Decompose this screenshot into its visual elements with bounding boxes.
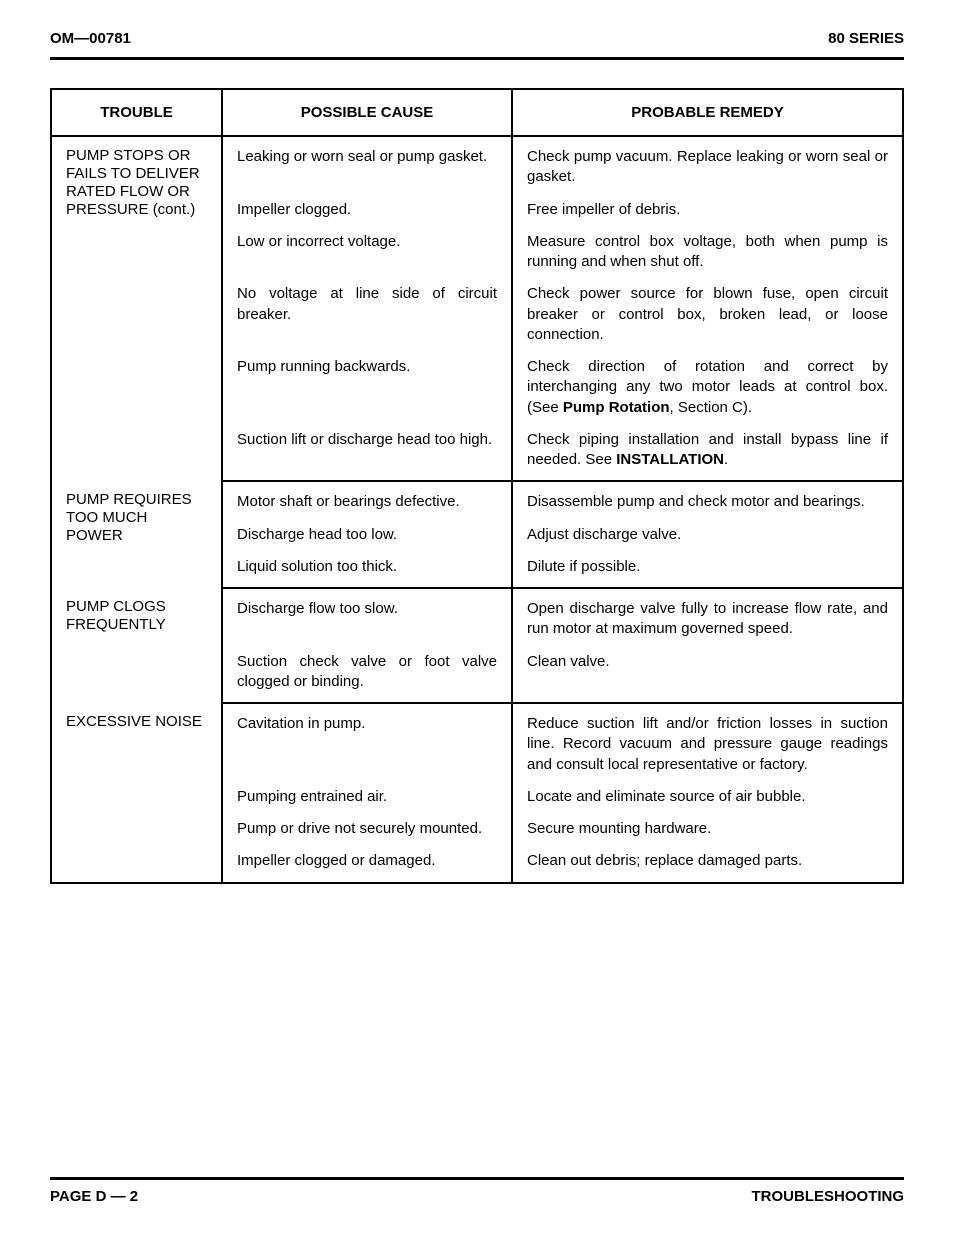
page-footer: PAGE D — 2 TROUBLESHOOTING xyxy=(50,1177,904,1205)
cause-cell: Suction lift or discharge head too high. xyxy=(222,424,512,482)
remedy-cell: Secure mounting hardware. xyxy=(512,813,902,845)
col-header-remedy: PROBABLE REMEDY xyxy=(512,90,902,136)
col-header-cause: POSSIBLE CAUSE xyxy=(222,90,512,136)
table-row: PUMP STOPS OR FAILS TO DELIVER RATED FLO… xyxy=(52,136,902,194)
trouble-cell: PUMP CLOGS FREQUENTLY xyxy=(52,588,222,703)
remedy-cell: Check power source for blown fuse, open … xyxy=(512,278,902,351)
remedy-cell: Open discharge valve fully to in­crease … xyxy=(512,588,902,646)
cause-cell: Pump running backwards. xyxy=(222,351,512,424)
cause-cell: Impeller clogged or damaged. xyxy=(222,845,512,881)
header-left: OM—00781 xyxy=(50,30,131,47)
remedy-cell: Locate and eliminate source of air bubbl… xyxy=(512,781,902,813)
trouble-cell: PUMP REQUIRES TOO MUCH POWER xyxy=(52,481,222,588)
cause-cell: Impeller clogged. xyxy=(222,194,512,226)
trouble-cell: EXCESSIVE NOISE xyxy=(52,703,222,882)
remedy-cell: Clean valve. xyxy=(512,646,902,704)
cause-cell: Leaking or worn seal or pump gasket. xyxy=(222,136,512,194)
cause-cell: Pump or drive not securely mounted. xyxy=(222,813,512,845)
table-row: PUMP CLOGS FREQUENTLYDischarge flow too … xyxy=(52,588,902,646)
cause-cell: Pumping entrained air. xyxy=(222,781,512,813)
table-row: PUMP REQUIRES TOO MUCH POWERMotor shaft … xyxy=(52,481,902,518)
table-header-row: TROUBLE POSSIBLE CAUSE PROBABLE REMEDY xyxy=(52,90,902,136)
remedy-cell: Adjust discharge valve. xyxy=(512,519,902,551)
remedy-cell: Free impeller of debris. xyxy=(512,194,902,226)
remedy-cell: Clean out debris; replace damaged parts. xyxy=(512,845,902,881)
troubleshooting-table-wrap: TROUBLE POSSIBLE CAUSE PROBABLE REMEDY P… xyxy=(50,88,904,884)
cause-cell: Suction check valve or foot valve clogge… xyxy=(222,646,512,704)
trouble-cell: PUMP STOPS OR FAILS TO DELIVER RATED FLO… xyxy=(52,136,222,481)
col-header-trouble: TROUBLE xyxy=(52,90,222,136)
cause-cell: Discharge head too low. xyxy=(222,519,512,551)
remedy-cell: Dilute if possible. xyxy=(512,551,902,588)
footer-right: TROUBLESHOOTING xyxy=(752,1188,905,1205)
remedy-cell: Check pump vacuum. Replace leaking or wo… xyxy=(512,136,902,194)
table-body: PUMP STOPS OR FAILS TO DELIVER RATED FLO… xyxy=(52,136,902,882)
cause-cell: Motor shaft or bearings defective. xyxy=(222,481,512,518)
table-row: EXCESSIVE NOISECavitation in pump.Reduce… xyxy=(52,703,902,781)
cause-cell: Liquid solution too thick. xyxy=(222,551,512,588)
cause-cell: Discharge flow too slow. xyxy=(222,588,512,646)
cause-cell: Low or incorrect voltage. xyxy=(222,226,512,279)
cause-cell: Cavitation in pump. xyxy=(222,703,512,781)
troubleshooting-table: TROUBLE POSSIBLE CAUSE PROBABLE REMEDY P… xyxy=(52,90,902,882)
remedy-cell: Reduce suction lift and/or friction loss… xyxy=(512,703,902,781)
remedy-cell: Disassemble pump and check mo­tor and be… xyxy=(512,481,902,518)
header-right: 80 SERIES xyxy=(828,30,904,47)
remedy-cell: Check direction of rotation and correct … xyxy=(512,351,902,424)
cause-cell: No voltage at line side of circuit break… xyxy=(222,278,512,351)
page-header: OM—00781 80 SERIES xyxy=(50,30,904,60)
remedy-cell: Measure control box voltage, both when p… xyxy=(512,226,902,279)
remedy-cell: Check piping installation and install by… xyxy=(512,424,902,482)
footer-left: PAGE D — 2 xyxy=(50,1188,138,1205)
